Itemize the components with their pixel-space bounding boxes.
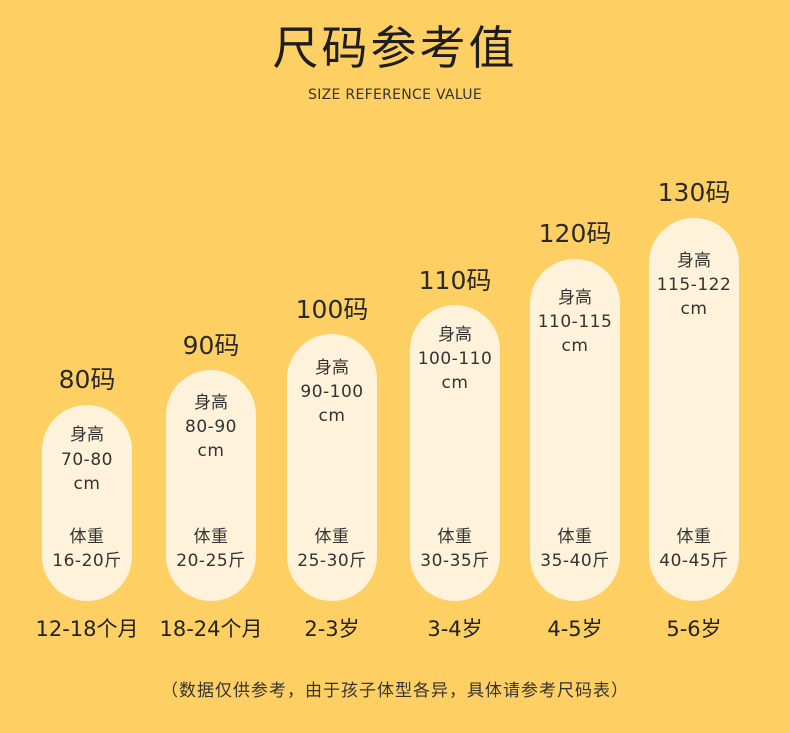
weight-range: 20-25斤: [176, 551, 246, 571]
weight-range: 16-20斤: [52, 551, 122, 571]
age-label: 18-24个月: [159, 617, 263, 641]
size-label: 80码: [58, 365, 116, 394]
size-label: 130码: [657, 178, 731, 207]
size-pill: [410, 305, 500, 601]
height-unit: cm: [441, 373, 469, 393]
weight-label: 体重: [314, 527, 350, 547]
height-range: 110-115: [537, 312, 613, 332]
height-label: 身高: [70, 425, 104, 445]
height-unit: cm: [318, 406, 346, 426]
weight-range: 40-45斤: [659, 551, 729, 571]
weight-label: 体重: [193, 527, 229, 547]
height-range: 100-110: [417, 349, 493, 369]
size-pill: [649, 218, 739, 601]
height-range: 90-100: [300, 382, 364, 402]
height-label: 身高: [194, 393, 228, 413]
height-range: 70-80: [61, 450, 113, 470]
height-label: 身高: [315, 358, 349, 378]
height-unit: cm: [680, 299, 708, 319]
size-pill: [42, 405, 132, 601]
weight-label: 体重: [557, 527, 593, 547]
footer-note: （数据仅供参考，由于孩子体型各异，具体请参考尺码表）: [161, 681, 629, 701]
height-unit: cm: [561, 336, 589, 356]
age-label: 5-6岁: [666, 617, 722, 641]
weight-range: 35-40斤: [540, 551, 610, 571]
weight-range: 25-30斤: [297, 551, 367, 571]
height-label: 身高: [677, 251, 711, 271]
height-label: 身高: [438, 325, 472, 345]
page-subtitle: SIZE REFERENCE VALUE: [308, 87, 482, 103]
height-unit: cm: [73, 474, 101, 494]
size-label: 120码: [538, 219, 612, 248]
weight-label: 体重: [437, 527, 473, 547]
weight-label: 体重: [676, 527, 712, 547]
size-pill: [530, 259, 620, 601]
page-title: 尺码参考值: [272, 21, 518, 75]
size-label: 100码: [295, 295, 369, 324]
size-label: 90码: [182, 331, 240, 360]
height-unit: cm: [197, 441, 225, 461]
age-label: 3-4岁: [427, 617, 483, 641]
size-pill: [166, 370, 256, 601]
height-label: 身高: [558, 288, 592, 308]
weight-label: 体重: [69, 527, 105, 547]
height-range: 115-122: [656, 275, 732, 295]
weight-range: 30-35斤: [420, 551, 490, 571]
age-label: 12-18个月: [35, 617, 139, 641]
age-label: 2-3岁: [304, 617, 360, 641]
size-label: 110码: [418, 266, 492, 295]
age-label: 4-5岁: [547, 617, 603, 641]
size-pill: [287, 334, 377, 601]
height-range: 80-90: [185, 417, 237, 437]
